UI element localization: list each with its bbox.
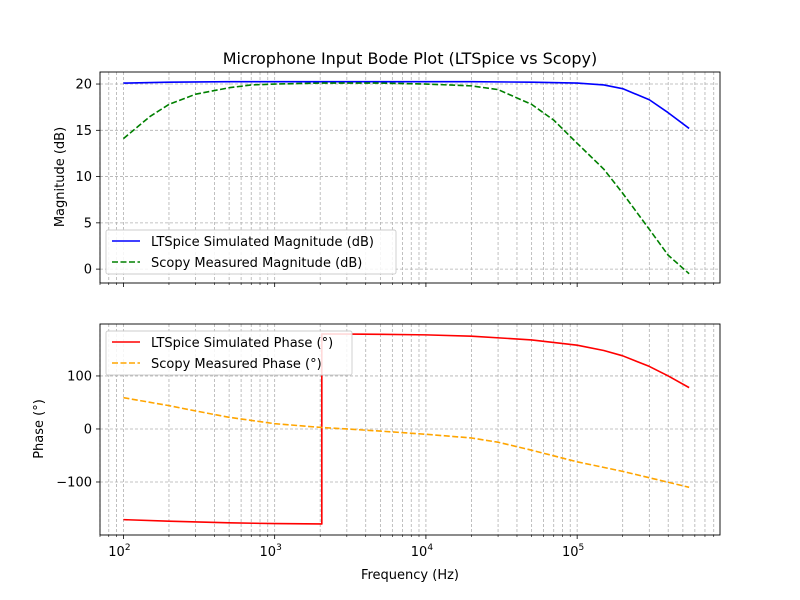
magnitude-y-axis-label: Magnitude (dB) xyxy=(53,127,68,227)
phase-y-tick-label: 100 xyxy=(67,369,92,384)
x-tick-label: 103 xyxy=(260,543,282,560)
magnitude-axes-frame xyxy=(99,71,721,284)
phase-y-tick-label: −100 xyxy=(56,475,92,490)
magnitude-y-tick-label: 10 xyxy=(75,170,92,185)
magnitude-y-tick-label: 15 xyxy=(75,124,92,139)
phase-legend-label: LTSpice Simulated Phase (°) xyxy=(151,336,333,351)
magnitude-legend-label: LTSpice Simulated Magnitude (dB) xyxy=(151,235,374,250)
x-tick-label: 102 xyxy=(108,543,130,560)
phase-axes-frame xyxy=(99,323,721,536)
x-axis-label: Frequency (Hz) xyxy=(361,568,459,583)
x-tick-label: 104 xyxy=(411,543,434,560)
magnitude-y-tick-label: 5 xyxy=(84,216,92,231)
magnitude-legend-label: Scopy Measured Magnitude (dB) xyxy=(151,256,362,271)
x-tick-label: 105 xyxy=(562,543,584,560)
magnitude-y-tick-label: 0 xyxy=(84,263,92,278)
magnitude-y-tick-label: 20 xyxy=(75,78,92,93)
magnitude-legend-box xyxy=(105,229,397,275)
phase-panel: 102 103 104 105 −100 0 100 LTSpice Simulated Ph… xyxy=(56,323,721,560)
magnitude-panel: 0 5 10 15 20 LTSpice Simulated Magnitude (dB)… xyxy=(75,71,721,287)
phase-series-1-line xyxy=(123,396,690,489)
phase-legend-box xyxy=(105,330,353,376)
magnitude-series-1-line xyxy=(122,82,690,275)
phase-legend-label: Scopy Measured Phase (°) xyxy=(151,357,322,372)
magnitude-series-0-line xyxy=(123,80,690,130)
chart-title: Microphone Input Bode Plot (LTSpice vs S… xyxy=(223,49,598,68)
phase-series-0-line xyxy=(123,333,690,525)
phase-y-tick-label: 0 xyxy=(84,422,92,437)
phase-y-axis-label: Phase (°) xyxy=(32,399,47,459)
